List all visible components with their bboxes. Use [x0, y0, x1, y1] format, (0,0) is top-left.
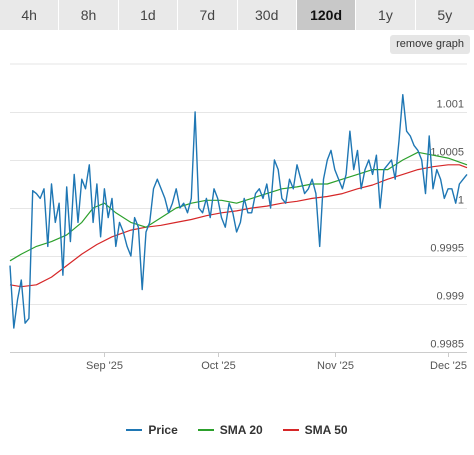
- tab-8h[interactable]: 8h: [59, 0, 119, 30]
- legend-label-price: Price: [148, 423, 178, 437]
- chart-legend: Price SMA 20 SMA 50: [0, 420, 474, 440]
- tab-1y[interactable]: 1y: [356, 0, 416, 30]
- y-tick-label: 0.999: [436, 291, 464, 303]
- series-line-sma50: [9, 164, 468, 288]
- legend-swatch-sma50: [282, 429, 299, 431]
- series-line-price: [9, 94, 468, 329]
- legend-swatch-price: [126, 429, 143, 431]
- series-line-sma20: [9, 151, 468, 262]
- tab-5y[interactable]: 5y: [415, 0, 474, 30]
- y-tick-label: 1.001: [436, 99, 464, 111]
- legend-label-sma20: SMA 20: [219, 423, 263, 437]
- tab-4h[interactable]: 4h: [0, 0, 60, 30]
- y-axis: 0.9985 0.999 0.9995 1 1.0005 1.001: [430, 99, 464, 351]
- price-chart: Sep '25 Oct '25 Nov '25 Dec '25 0.9985 0.999…: [9, 63, 468, 372]
- legend-item-price[interactable]: Price: [126, 423, 178, 437]
- legend-item-sma50[interactable]: SMA 50: [282, 423, 348, 437]
- y-tick-label: 1.0005: [430, 147, 464, 159]
- tab-7d[interactable]: 7d: [178, 0, 238, 30]
- x-tick-label: Sep '25: [86, 360, 123, 372]
- tab-120d[interactable]: 120d: [296, 0, 357, 30]
- remove-graph-button[interactable]: remove graph: [390, 35, 470, 54]
- legend-item-sma20[interactable]: SMA 20: [197, 423, 263, 437]
- y-tick-label: 1: [458, 195, 464, 207]
- x-tick-label: Dec '25: [430, 360, 467, 372]
- y-tick-label: 0.9985: [430, 339, 464, 351]
- legend-swatch-sma20: [197, 429, 214, 431]
- x-tick-label: Oct '25: [201, 360, 236, 372]
- x-axis: Sep '25 Oct '25 Nov '25 Dec '25: [10, 352, 467, 372]
- tab-1d[interactable]: 1d: [118, 0, 179, 30]
- y-tick-label: 0.9995: [430, 243, 464, 255]
- x-tick-label: Nov '25: [317, 360, 354, 372]
- tab-30d[interactable]: 30d: [237, 0, 297, 30]
- legend-label-sma50: SMA 50: [304, 423, 348, 437]
- timeframe-tabs: 4h 8h 1d 7d 30d 120d 1y 5y: [0, 0, 474, 30]
- series-lines: [9, 94, 468, 329]
